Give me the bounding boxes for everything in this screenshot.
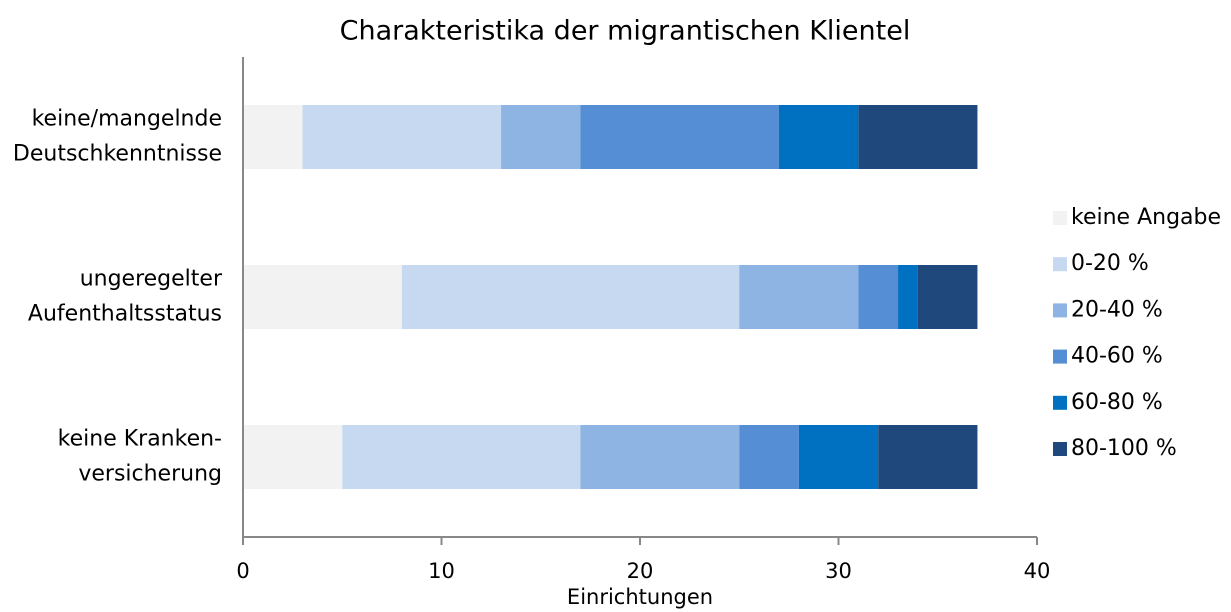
- x-axis-label: Einrichtungen: [567, 585, 713, 609]
- x-tick-label: 0: [236, 559, 249, 583]
- y-tick-label: keine/mangelnde: [32, 107, 222, 132]
- legend-swatch: [1053, 395, 1067, 410]
- legend-swatch: [1053, 303, 1067, 318]
- y-tick-label: ungeregelter: [80, 267, 223, 292]
- legend-label: 20-40 %: [1071, 297, 1163, 322]
- y-tick-label: Deutschkenntnisse: [13, 142, 222, 167]
- bar-segment: [342, 425, 581, 489]
- legend-swatch: [1053, 257, 1067, 272]
- y-tick-label: Aufenthaltsstatus: [28, 302, 222, 327]
- legend-label: 0-20 %: [1071, 251, 1149, 276]
- legend-label: keine Angabe: [1071, 205, 1221, 230]
- bar-segment: [243, 105, 303, 169]
- bar-segment: [501, 105, 581, 169]
- bar-segment: [302, 105, 502, 169]
- legend-swatch: [1053, 442, 1067, 456]
- bar-segment: [858, 105, 978, 169]
- y-tick-label: versicherung: [78, 462, 222, 487]
- bar-segment: [243, 265, 402, 329]
- bar-segment: [898, 265, 918, 329]
- x-tick-label: 30: [825, 559, 852, 583]
- bar-segment: [401, 265, 740, 329]
- x-tick-label: 40: [1024, 559, 1051, 583]
- legend-label: 40-60 %: [1071, 344, 1163, 369]
- x-tick-label: 20: [627, 559, 654, 583]
- x-tick-label: 10: [428, 559, 455, 583]
- bar-segment: [739, 265, 859, 329]
- chart-title: Charakteristika der migrantischen Klient…: [340, 16, 911, 47]
- bar-segment: [580, 425, 740, 489]
- y-tick-label: keine Kranken-: [58, 427, 222, 452]
- bar-segment: [798, 425, 879, 489]
- bar-segment: [878, 425, 978, 489]
- bar-segment: [917, 265, 978, 329]
- bar-segment: [739, 425, 799, 489]
- legend-label: 80-100 %: [1071, 436, 1177, 461]
- bar-segment: [858, 265, 899, 329]
- legend-swatch: [1053, 349, 1067, 364]
- legend-swatch: [1053, 211, 1067, 225]
- legend-label: 60-80 %: [1071, 390, 1163, 415]
- bar-segment: [580, 105, 779, 169]
- bar-segment: [243, 425, 343, 489]
- bar-segment: [778, 105, 859, 169]
